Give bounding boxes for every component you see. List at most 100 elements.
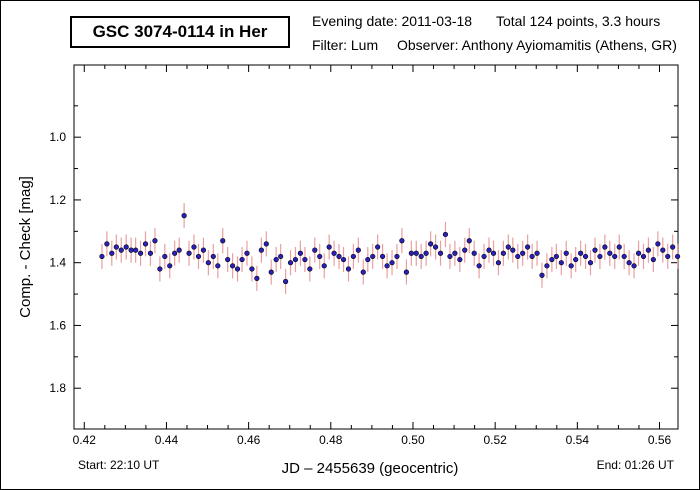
data-points bbox=[99, 213, 681, 285]
data-point bbox=[389, 260, 395, 266]
data-point bbox=[529, 253, 535, 260]
total-points-text: Total 124 points, 3.3 hours bbox=[496, 13, 661, 29]
data-point bbox=[635, 250, 642, 256]
data-point bbox=[244, 250, 250, 256]
data-point bbox=[210, 253, 216, 260]
data-point bbox=[515, 253, 521, 260]
data-point bbox=[670, 244, 676, 250]
data-point bbox=[462, 247, 468, 253]
data-point bbox=[645, 247, 652, 253]
data-point bbox=[418, 253, 424, 260]
x-axis-label: JD – 2455639 (geocentric) bbox=[282, 460, 459, 477]
data-point bbox=[234, 266, 241, 272]
data-point bbox=[399, 238, 405, 244]
data-point bbox=[181, 213, 187, 219]
data-point bbox=[355, 247, 361, 253]
data-point bbox=[123, 244, 129, 250]
data-point bbox=[152, 238, 158, 244]
data-point bbox=[665, 253, 671, 260]
data-point bbox=[249, 266, 255, 272]
data-point bbox=[544, 263, 550, 269]
data-point bbox=[312, 247, 318, 253]
y-tick-label: 1.4 bbox=[49, 256, 66, 270]
data-point bbox=[137, 250, 144, 256]
data-point bbox=[239, 256, 245, 263]
chart-title: GSC 3074-0114 in Her bbox=[70, 16, 290, 48]
data-point bbox=[437, 250, 444, 256]
data-point bbox=[582, 253, 589, 260]
data-point bbox=[167, 263, 173, 269]
data-point bbox=[558, 260, 564, 266]
data-point bbox=[597, 253, 603, 260]
data-point bbox=[655, 241, 661, 247]
data-point bbox=[553, 253, 559, 260]
data-point bbox=[307, 266, 313, 272]
data-point bbox=[365, 256, 371, 263]
data-point bbox=[573, 256, 579, 263]
data-point bbox=[225, 256, 231, 263]
data-point bbox=[660, 247, 666, 253]
data-point bbox=[379, 253, 386, 260]
data-point bbox=[466, 238, 472, 244]
data-point bbox=[423, 250, 429, 256]
y-tick-label: 1.8 bbox=[49, 381, 66, 395]
data-point bbox=[157, 266, 163, 272]
data-point bbox=[317, 253, 323, 260]
data-point bbox=[331, 250, 337, 256]
data-point bbox=[578, 250, 584, 256]
data-point bbox=[486, 247, 492, 253]
data-point bbox=[118, 247, 124, 253]
data-point bbox=[191, 244, 197, 250]
data-point bbox=[539, 272, 545, 278]
axis-ticks: 0.42 0.44 0.46 0.48 0.50 0.52 0.54 0.56 1.0 1.2 1.… bbox=[49, 65, 678, 447]
data-point bbox=[350, 253, 357, 260]
data-point bbox=[481, 253, 487, 260]
data-point bbox=[495, 260, 502, 266]
y-tick-label: 1.0 bbox=[49, 130, 66, 144]
data-point bbox=[602, 244, 608, 250]
data-point bbox=[292, 256, 299, 263]
x-tick-label: 0.48 bbox=[319, 433, 343, 447]
data-point bbox=[370, 253, 376, 260]
data-point bbox=[220, 238, 226, 244]
data-point bbox=[500, 250, 506, 256]
data-point bbox=[176, 247, 182, 253]
data-point bbox=[607, 250, 613, 256]
error-bars bbox=[101, 203, 679, 295]
data-point bbox=[200, 247, 207, 253]
data-point bbox=[452, 250, 458, 256]
x-tick-label: 0.56 bbox=[648, 433, 672, 447]
data-point bbox=[403, 269, 410, 275]
data-point bbox=[674, 253, 681, 260]
data-point bbox=[195, 253, 202, 260]
data-point bbox=[505, 244, 511, 250]
data-point bbox=[283, 278, 289, 285]
data-point bbox=[287, 260, 294, 266]
data-point bbox=[534, 250, 540, 256]
data-point bbox=[631, 263, 637, 269]
x-tick-label: 0.54 bbox=[566, 433, 590, 447]
data-point bbox=[278, 253, 284, 260]
x-tick-label: 0.44 bbox=[155, 433, 179, 447]
data-point bbox=[549, 256, 555, 263]
x-tick-label: 0.50 bbox=[401, 433, 425, 447]
data-point bbox=[162, 253, 168, 260]
data-point bbox=[302, 256, 308, 263]
data-point bbox=[128, 247, 134, 253]
data-point bbox=[612, 253, 618, 260]
data-point bbox=[340, 256, 347, 263]
y-axis-label: Comp. - Check [mag] bbox=[17, 176, 34, 318]
data-point bbox=[326, 244, 332, 250]
observer-text: Observer: Anthony Ayiomamitis (Athens, G… bbox=[397, 37, 677, 53]
data-point bbox=[205, 260, 211, 266]
data-point bbox=[587, 260, 594, 266]
data-point bbox=[104, 241, 110, 247]
x-tick-label: 0.52 bbox=[483, 433, 507, 447]
data-point bbox=[428, 241, 434, 247]
data-point bbox=[254, 275, 260, 281]
y-tick-label: 1.2 bbox=[49, 193, 66, 207]
data-point bbox=[113, 244, 119, 250]
data-point bbox=[650, 256, 656, 263]
data-point bbox=[268, 269, 274, 275]
